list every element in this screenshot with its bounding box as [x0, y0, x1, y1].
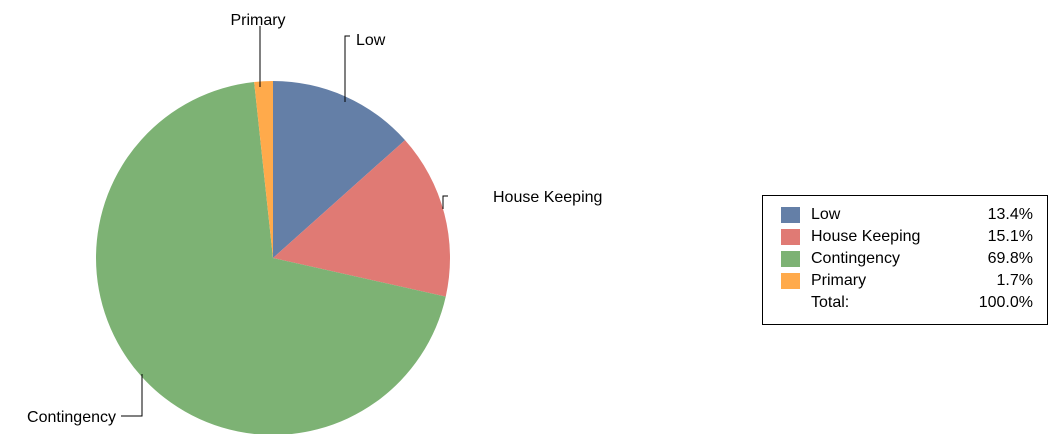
legend-total-value: 100.0%	[978, 294, 1033, 311]
legend-item-house-keeping: House Keeping 15.1%	[781, 226, 1033, 248]
legend-label: Low	[811, 206, 841, 223]
pie-slices	[96, 81, 451, 434]
leader-line	[344, 35, 350, 102]
legend-value: 69.8%	[987, 250, 1033, 267]
pie-slice-house-keeping	[273, 140, 451, 297]
leader-line	[121, 374, 143, 417]
pie-slice-low	[273, 81, 406, 258]
legend-value: 13.4%	[987, 206, 1033, 223]
leader-line	[442, 195, 448, 209]
legend-item-low: Low 13.4%	[781, 204, 1033, 226]
legend-item-primary: Primary 1.7%	[781, 270, 1033, 292]
legend-value: 1.7%	[996, 272, 1033, 289]
legend-total: Total: 100.0%	[781, 292, 1033, 314]
legend-item-contingency: Contingency 69.8%	[781, 248, 1033, 270]
pie-slice-contingency	[96, 82, 446, 434]
legend-total-label: Total:	[811, 294, 850, 311]
legend-label: Primary	[811, 272, 867, 289]
slice-label: Low	[356, 32, 386, 49]
legend-value: 15.1%	[987, 228, 1033, 245]
slice-label: Primary	[230, 12, 285, 29]
slice-label: House Keeping	[493, 189, 602, 206]
legend-label: Contingency	[811, 250, 900, 267]
legend: Low 13.4% House Keeping 15.1% Contingenc…	[762, 195, 1048, 325]
legend-swatch-contingency	[781, 251, 800, 267]
legend-swatch-low	[781, 207, 800, 223]
legend-swatch-house-keeping	[781, 229, 800, 245]
legend-label: House Keeping	[811, 228, 921, 245]
slice-label: Contingency	[27, 409, 116, 426]
legend-swatch-primary	[781, 273, 800, 289]
slice-labels: Low House Keeping Contingency Primary	[27, 12, 602, 426]
pie-slice-primary	[254, 81, 273, 258]
